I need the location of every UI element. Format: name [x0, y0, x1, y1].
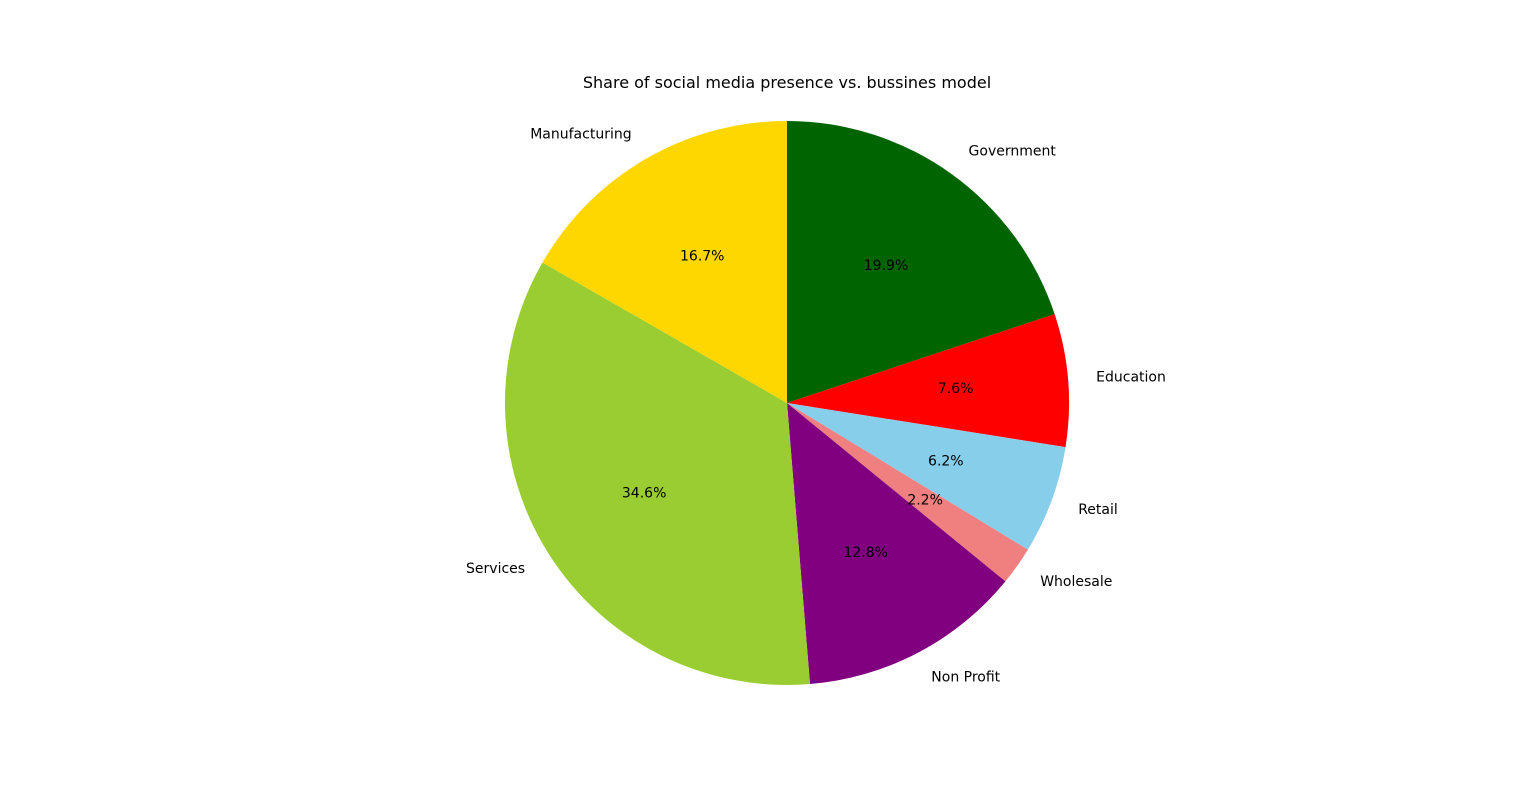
pie-slices	[504, 121, 1069, 686]
pie-labels: Government 19.9% Education 7.6% Retail 6.2% Wh…	[466, 127, 1166, 686]
slice-retail	[787, 403, 1066, 550]
slice-label-wholesale: Wholesale	[1040, 574, 1112, 590]
slice-percent-education: 7.6%	[938, 381, 974, 397]
slice-percent-government: 19.9%	[864, 258, 908, 274]
slice-label-education: Education	[1096, 370, 1166, 386]
slice-government	[787, 121, 1055, 403]
slice-wholesale	[787, 403, 1028, 582]
slice-percent-non-profit: 12.8%	[843, 545, 887, 561]
slice-label-non-profit: Non Profit	[931, 670, 1000, 686]
slice-label-retail: Retail	[1078, 502, 1118, 518]
slice-percent-manufacturing: 16.7%	[680, 249, 724, 265]
slice-label-government: Government	[969, 143, 1057, 159]
slice-percent-retail: 6.2%	[928, 453, 964, 469]
slice-education	[787, 314, 1069, 448]
slice-manufacturing	[542, 121, 787, 403]
slice-percent-wholesale: 2.2%	[907, 493, 943, 509]
slice-label-manufacturing: Manufacturing	[530, 127, 631, 143]
chart-title: Share of social media presence vs. bussi…	[583, 73, 991, 92]
slice-services	[504, 262, 811, 686]
slice-label-services: Services	[466, 561, 525, 577]
slice-non-profit	[787, 403, 1006, 685]
slice-percent-services: 34.6%	[622, 486, 666, 502]
